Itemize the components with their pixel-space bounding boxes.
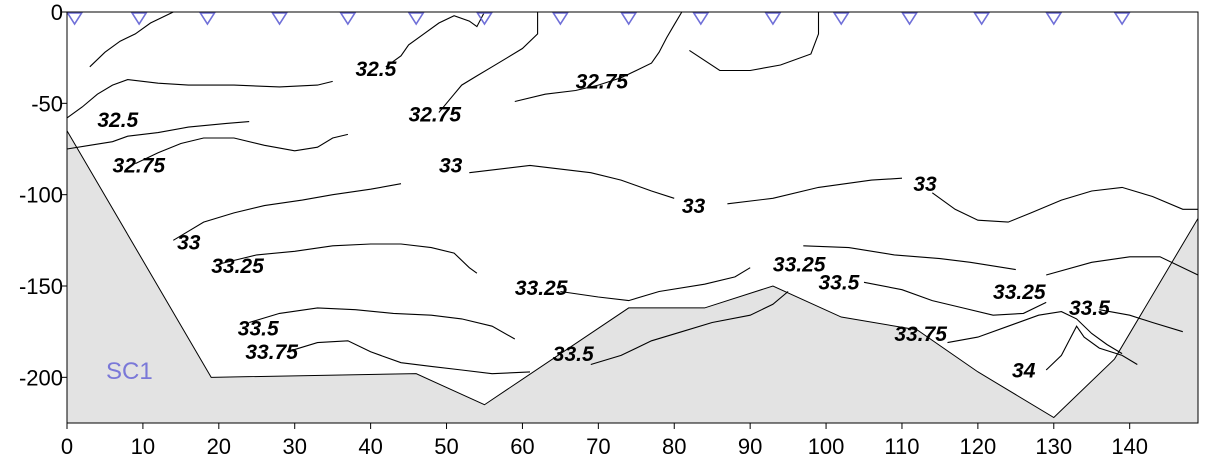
x-tick-label: 80 xyxy=(662,434,686,459)
y-tick-label: -50 xyxy=(31,91,63,116)
contour-labels: 32.5 32.75 32.5 32.75 32.75 33 33 33 33 33.25 33.2… xyxy=(97,58,1110,382)
y-tick-label: -150 xyxy=(19,274,63,299)
contour-label: 33.75 xyxy=(894,323,947,346)
contour-line xyxy=(469,164,675,199)
contour-line xyxy=(135,133,349,165)
y-axis: 0 -50 -100 -150 -200 xyxy=(19,0,67,390)
contour-line xyxy=(947,311,1123,355)
contour-line xyxy=(66,121,250,150)
x-tick-label: 100 xyxy=(808,434,845,459)
contour-line xyxy=(385,11,485,68)
contour-line xyxy=(514,11,683,103)
station-marker-icon xyxy=(130,12,148,26)
x-tick-label: 50 xyxy=(434,434,458,459)
contour-label: 32.75 xyxy=(576,71,629,94)
x-tick-label: 30 xyxy=(282,434,306,459)
contour-line xyxy=(863,281,1047,316)
contour-label: 32.75 xyxy=(113,155,166,178)
station-marker-icon xyxy=(692,12,710,26)
x-tick-label: 130 xyxy=(1035,434,1072,459)
plot-area: 32.5 32.75 32.5 32.75 32.75 33 33 33 33 33.25 33.2… xyxy=(66,11,1199,424)
x-tick-label: 20 xyxy=(207,434,231,459)
y-tick-label: -100 xyxy=(19,183,63,208)
x-axis: 0 10 20 30 40 50 60 70 80 90 100 110 120 130 140 xyxy=(61,423,1148,459)
contour-label: 33.5 xyxy=(818,272,859,295)
station-marker-icon xyxy=(832,12,850,26)
contour-line xyxy=(1099,309,1183,333)
contour-lines xyxy=(66,11,1199,375)
contour-label: 33 xyxy=(439,155,463,178)
station-marker-icon xyxy=(551,12,569,26)
station-marker-icon xyxy=(973,12,991,26)
contour-label: 34 xyxy=(1012,359,1036,382)
contour-label: 33.5 xyxy=(1069,297,1110,320)
contour-label: 33.25 xyxy=(993,281,1046,304)
x-tick-label: 90 xyxy=(738,434,762,459)
station-marker-icon xyxy=(66,12,84,26)
x-tick-label: 40 xyxy=(358,434,382,459)
contour-label: 33 xyxy=(913,173,937,196)
contour-label: 33.25 xyxy=(211,255,264,278)
contour-label: 33.25 xyxy=(515,277,568,300)
station-marker-icon xyxy=(476,12,493,26)
contour-line xyxy=(173,183,402,241)
contour-line xyxy=(727,177,903,205)
contour-line xyxy=(249,307,516,340)
contour-label: 33 xyxy=(177,231,201,254)
y-tick-label: -200 xyxy=(19,365,63,390)
contour-line xyxy=(803,245,1016,271)
x-tick-label: 10 xyxy=(131,434,155,459)
contour-line xyxy=(689,12,820,72)
contour-line xyxy=(89,11,174,68)
station-marker-icon xyxy=(764,12,782,26)
contour-label: 32.75 xyxy=(409,104,462,127)
contour-line xyxy=(1046,256,1199,276)
x-tick-label: 60 xyxy=(510,434,534,459)
x-tick-label: 0 xyxy=(61,434,73,459)
station-marker-icon xyxy=(620,12,638,26)
contour-label: 33.5 xyxy=(238,317,279,340)
contour-line xyxy=(931,186,1198,223)
station-marker-icon xyxy=(198,12,216,26)
station-label: SC1 xyxy=(106,358,153,385)
x-tick-label: 120 xyxy=(960,434,997,459)
contour-label: 33.25 xyxy=(773,253,826,276)
contour-line xyxy=(66,79,333,119)
plot-frame xyxy=(66,11,1199,424)
x-tick-label: 110 xyxy=(884,434,919,459)
station-markers xyxy=(66,12,1131,26)
station-marker-icon xyxy=(1113,12,1131,26)
contour-label: 33.5 xyxy=(553,343,594,366)
x-tick-label: 140 xyxy=(1111,434,1148,459)
contour-line xyxy=(438,12,539,113)
station-marker-icon xyxy=(271,12,288,26)
contour-line xyxy=(1045,325,1138,371)
contour-label: 32.5 xyxy=(355,58,396,81)
contour-line xyxy=(560,267,751,302)
station-marker-icon xyxy=(339,12,357,26)
y-tick-label: 0 xyxy=(51,0,63,25)
contour-label: 32.5 xyxy=(97,109,138,132)
contour-label: 33 xyxy=(682,195,706,218)
station-marker-icon xyxy=(407,12,425,26)
station-marker-icon xyxy=(901,12,919,26)
contour-line xyxy=(218,243,478,274)
contour-line xyxy=(590,291,789,366)
contour-line xyxy=(286,340,531,375)
contour-label: 33.75 xyxy=(245,341,298,364)
x-tick-label: 70 xyxy=(586,434,610,459)
station-marker-icon xyxy=(1045,12,1063,26)
